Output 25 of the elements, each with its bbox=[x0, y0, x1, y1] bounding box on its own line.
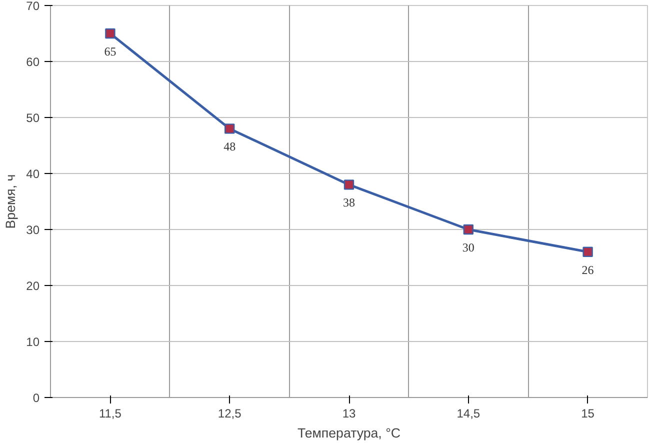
point bbox=[463, 224, 474, 235]
data-label: 30 bbox=[462, 240, 474, 254]
point bbox=[344, 180, 354, 190]
y-tick-label: 50 bbox=[26, 111, 40, 125]
y-tick-label: 70 bbox=[26, 0, 40, 13]
y-tick-label: 40 bbox=[26, 167, 40, 181]
point bbox=[582, 246, 593, 257]
x-axis-title: Температура, °C bbox=[297, 426, 401, 440]
point bbox=[224, 124, 235, 134]
data-label: 48 bbox=[224, 140, 236, 154]
y-axis-title: Время, ч bbox=[3, 174, 18, 229]
x-tick-label: 15 bbox=[581, 406, 595, 420]
x-tick-label: 13 bbox=[342, 406, 356, 420]
y-tick-label: 10 bbox=[26, 335, 40, 349]
data-label: 38 bbox=[343, 196, 355, 210]
data-label: 65 bbox=[104, 44, 116, 58]
data-label: 26 bbox=[582, 262, 594, 277]
y-tick-label: 30 bbox=[26, 223, 40, 237]
y-tick-label: 20 bbox=[26, 279, 40, 293]
y-tick-label: 0 bbox=[32, 391, 40, 405]
y-tick-label: 60 bbox=[26, 55, 40, 69]
point bbox=[105, 28, 116, 39]
x-tick-label: 12,5 bbox=[218, 406, 242, 420]
x-tick-label: 14,5 bbox=[456, 406, 480, 420]
x-tick-label: 11,5 bbox=[98, 406, 122, 420]
